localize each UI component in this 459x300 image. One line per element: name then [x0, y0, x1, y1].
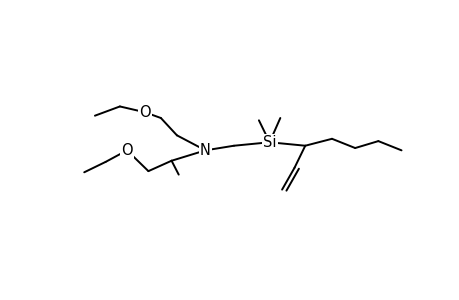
Text: O: O: [139, 105, 151, 120]
Text: Si: Si: [262, 135, 276, 150]
Text: O: O: [121, 143, 133, 158]
Text: N: N: [200, 143, 210, 158]
